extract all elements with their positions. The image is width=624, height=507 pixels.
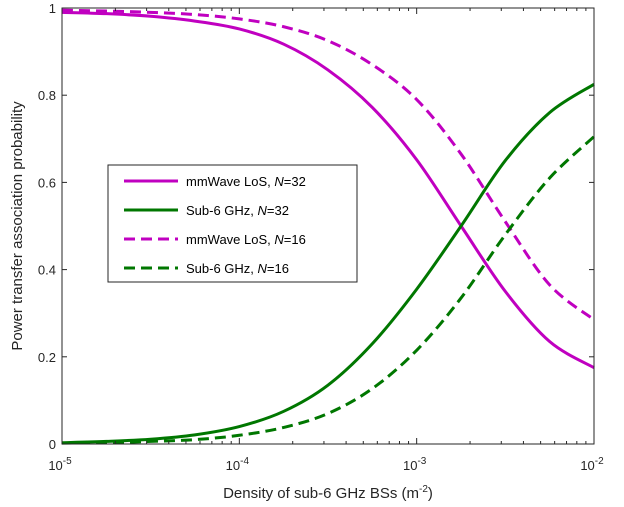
legend-label-4: Sub-6 GHz, N=16 xyxy=(186,261,289,276)
y-axis-label: Power transfer association probability xyxy=(9,101,26,351)
plot-frame xyxy=(61,7,595,445)
legend: mmWave LoS, N=32 Sub-6 GHz, N=32 mmWave Lo… xyxy=(107,164,358,283)
ticks-layer: 0 0.2 0.4 0.6 0.8 1 10-5 10-4 10-3 10-2 xyxy=(38,1,604,473)
x-axis-label-close: ) xyxy=(428,485,433,502)
y-tick-label: 1 xyxy=(49,1,56,16)
series-layer xyxy=(61,8,596,445)
x-tick-label: 10-3 xyxy=(403,456,427,473)
legend-box xyxy=(107,164,358,283)
y-tick-label: 0.4 xyxy=(38,263,56,278)
legend-label-1: mmWave LoS, N=32 xyxy=(186,174,306,189)
x-tick-label: 10-4 xyxy=(226,456,250,473)
x-tick-label: 10-5 xyxy=(48,456,72,473)
series-line-2 xyxy=(61,83,595,445)
y-tick-label: 0.2 xyxy=(38,350,56,365)
legend-label-2: Sub-6 GHz, N=32 xyxy=(186,203,289,218)
series-line-1 xyxy=(61,10,595,370)
series-line-3 xyxy=(61,8,595,321)
y-tick-label: 0.8 xyxy=(38,88,56,103)
x-tick-label: 10-2 xyxy=(580,456,604,473)
x-axis-label: Density of sub-6 GHz BSs (m-2) xyxy=(223,484,433,502)
y-tick-label: 0 xyxy=(49,437,56,452)
legend-label-3: mmWave LoS, N=16 xyxy=(186,232,306,247)
x-axis-label-main: Density of sub-6 GHz BSs (m xyxy=(223,485,419,502)
x-axis-label-superscript: -2 xyxy=(419,484,428,495)
y-tick-label: 0.6 xyxy=(38,175,56,190)
series-line-4 xyxy=(61,135,596,445)
